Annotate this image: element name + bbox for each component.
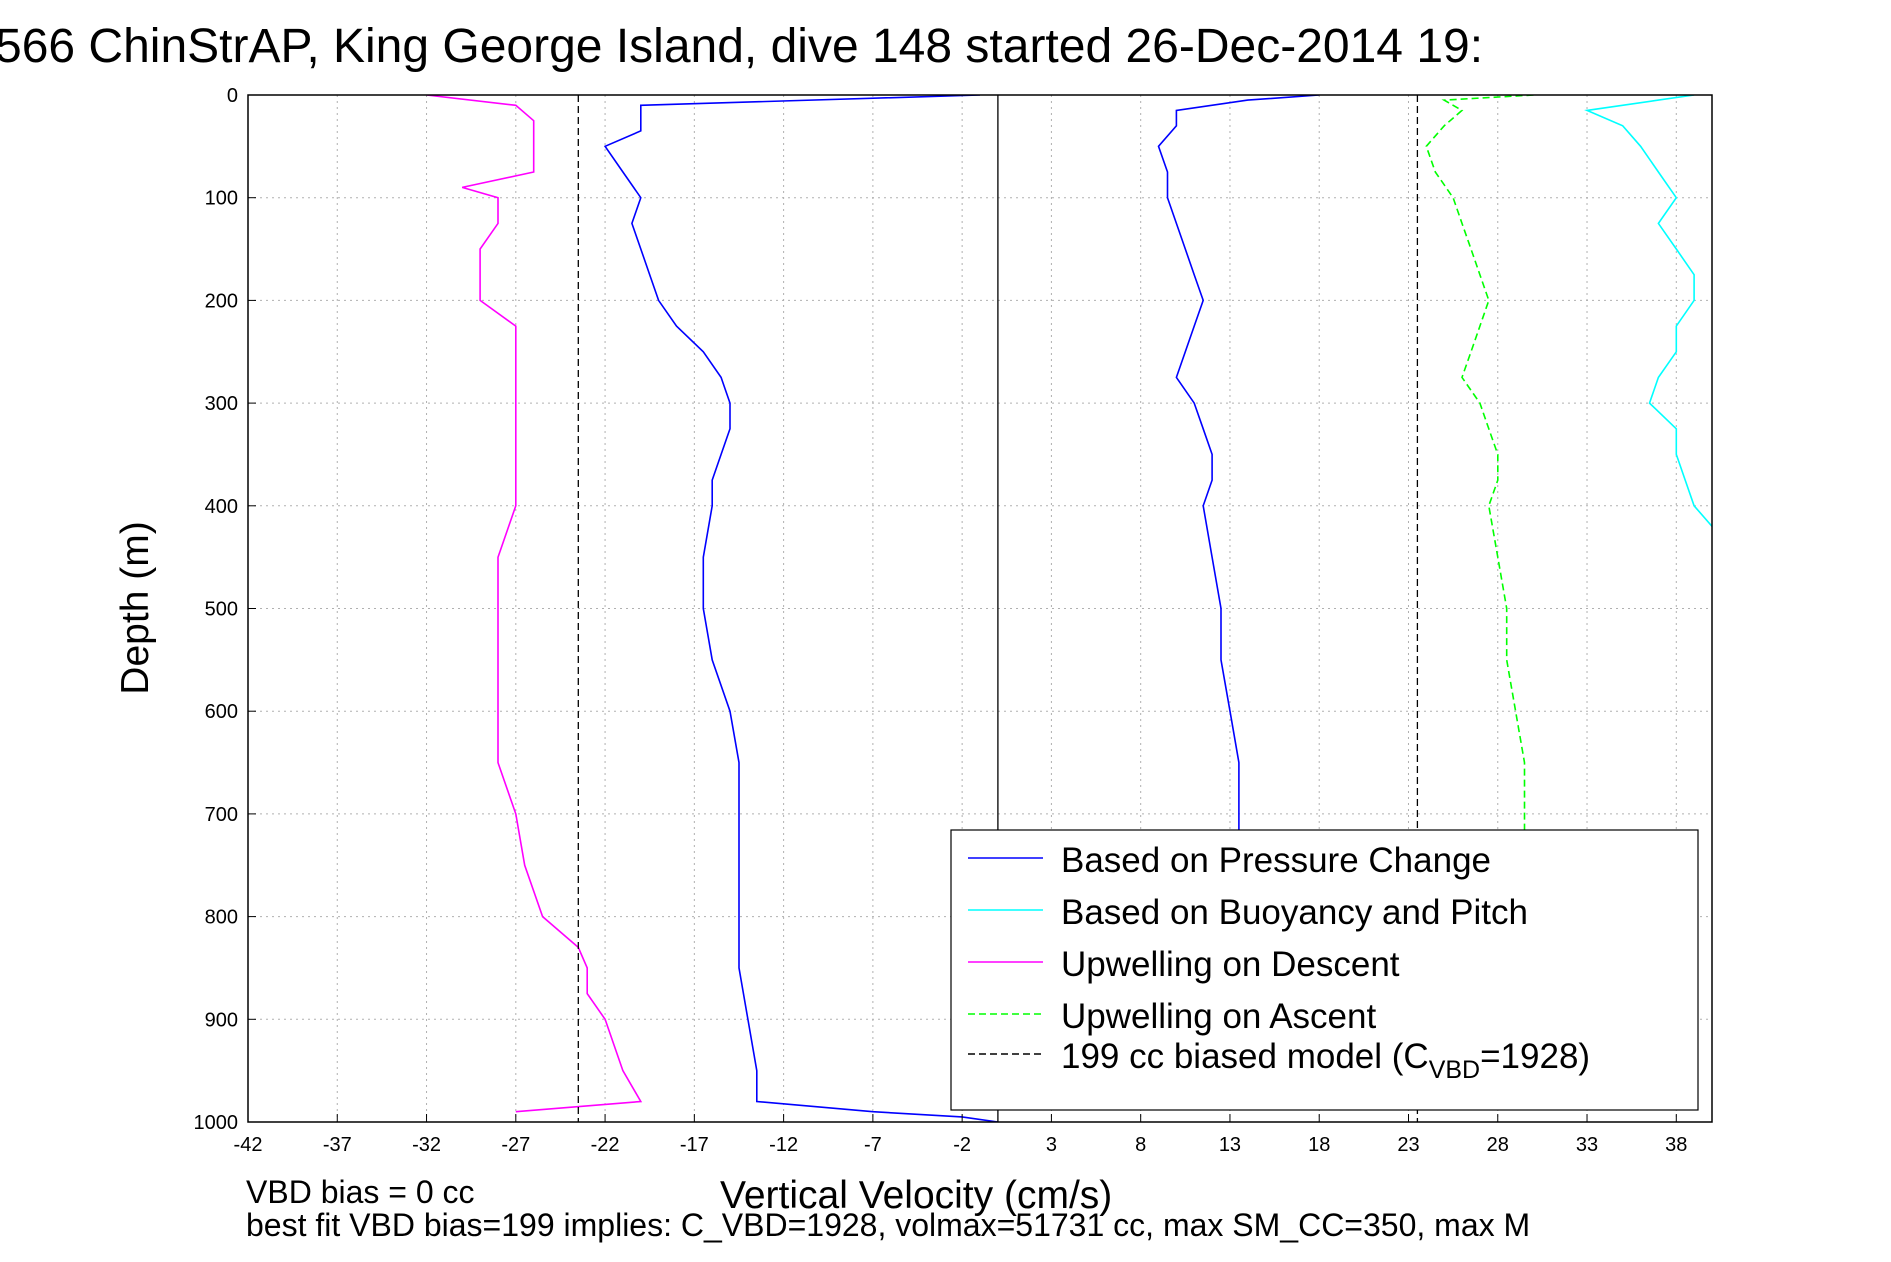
x-tick-label: -37 [323,1134,352,1156]
y-tick-label: 500 [205,599,238,621]
x-tick-label: -12 [769,1134,798,1156]
legend-label-subscript: VBD [1429,1056,1480,1084]
legend: Based on Pressure Change Based on Buoyanc… [950,829,1699,1111]
series-line-upwelling-on-ascent [1425,95,1534,835]
x-tick-label: -42 [234,1134,263,1156]
x-tick-label: 18 [1308,1134,1330,1156]
legend-label: Based on Pressure Change [1061,841,1491,880]
y-tick-label: 900 [205,1009,238,1031]
vbd-bias-note: VBD bias = 0 cc [246,1174,475,1210]
y-tick-label: 800 [205,907,238,929]
y-tick-label: 700 [205,804,238,826]
best-fit-note: best fit VBD bias=199 implies: C_VBD=192… [246,1207,1530,1243]
series-line-based-on-pressure-change-ascent [1157,95,1320,835]
x-tick-label: -17 [680,1134,709,1156]
x-axis-label: Vertical Velocity (cm/s) [720,1174,1112,1217]
y-tick-label: 400 [205,496,238,518]
x-tick-label: 33 [1576,1134,1598,1156]
x-tick-label: 8 [1135,1134,1146,1156]
y-tick-label: 1000 [194,1112,239,1134]
x-tick-label: 3 [1046,1134,1057,1156]
y-axis-label: Depth (m) [114,521,157,694]
legend-box [950,829,1699,1111]
x-tick-label: 13 [1219,1134,1241,1156]
y-tick-label: 0 [227,85,238,107]
series-line-upwelling-on-descent [426,95,643,1113]
legend-label-part: =1928) [1480,1037,1590,1076]
legend-label-part: 199 cc biased model (C [1061,1037,1429,1076]
x-tick-label: -27 [501,1134,530,1156]
series-line-based-on-pressure-change-descent [603,95,999,1122]
x-tick-label: -22 [591,1134,620,1156]
x-tick-label: -32 [412,1134,441,1156]
series-line-based-on-buoyancy-and-pitch [1584,95,1712,527]
x-tick-label: 38 [1665,1134,1687,1156]
x-axis-ticks: -42 -37 -32 -27 -22 -17 -12 -7 -2 3 8 13 18 23 28 33 38 [234,1114,1687,1156]
y-tick-label: 200 [205,290,238,312]
chart-title: 566 ChinStrAP, King George Island, dive … [0,20,1483,73]
x-tick-label: 23 [1397,1134,1419,1156]
legend-label: 199 cc biased model (CVBD=1928) [1061,1037,1590,1084]
x-tick-label: -2 [953,1134,971,1156]
legend-label: Upwelling on Ascent [1061,997,1376,1036]
x-tick-label: 28 [1487,1134,1509,1156]
legend-label: Upwelling on Descent [1061,945,1400,984]
y-tick-label: 600 [205,701,238,723]
x-tick-label: -7 [864,1134,882,1156]
y-tick-label: 100 [205,188,238,210]
legend-label: Based on Buoyancy and Pitch [1061,893,1528,932]
y-axis-ticks: 0 100 200 300 400 500 600 700 800 900 1000 [194,85,256,1134]
y-tick-label: 300 [205,393,238,415]
